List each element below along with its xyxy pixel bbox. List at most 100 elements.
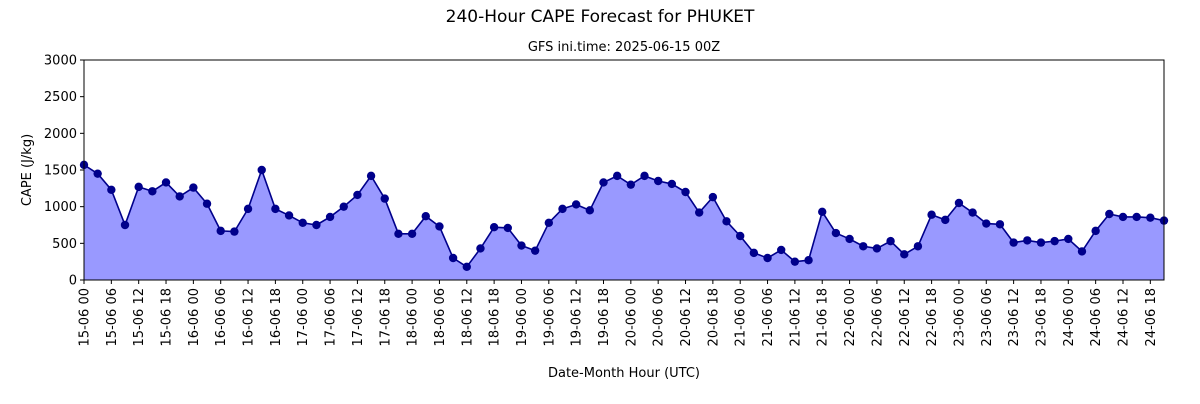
cape-data-point: [394, 229, 403, 238]
cape-data-point: [243, 204, 253, 214]
cape-data-point: [1050, 236, 1059, 246]
x-tick-label: 15-06 00: [78, 288, 93, 346]
cape-data-point: [435, 222, 444, 231]
cape-data-point: [1064, 234, 1073, 244]
x-axis-label: Date-Month Hour (UTC): [548, 366, 700, 381]
cape-data-point: [1091, 226, 1100, 236]
cape-data-point: [995, 220, 1005, 229]
cape-data-point: [818, 207, 827, 216]
cape-data-point: [1077, 247, 1087, 256]
x-tick-label: 16-06 12: [242, 288, 257, 346]
cape-data-point: [886, 236, 895, 246]
cape-data-point: [120, 220, 130, 230]
cape-data-point: [900, 250, 909, 259]
x-tick-label: 15-06 06: [105, 288, 120, 346]
x-tick-label: 20-06 18: [706, 288, 721, 346]
x-tick-label: 17-06 12: [351, 288, 366, 346]
x-tick-label: 23-06 06: [980, 288, 995, 346]
x-tick-label: 23-06 18: [1034, 288, 1049, 346]
x-tick-label: 21-06 12: [788, 288, 803, 346]
cape-data-point: [476, 244, 485, 253]
plot-area: [79, 59, 1169, 281]
cape-data-point: [763, 253, 772, 263]
cape-data-point: [230, 227, 239, 236]
y-tick-label: 1500: [44, 164, 77, 179]
cape-data-point: [366, 171, 376, 181]
cape-data-point: [93, 169, 102, 178]
y-tick-label: 1000: [44, 200, 77, 215]
cape-data-point: [517, 241, 526, 250]
x-tick-label: 17-06 18: [378, 288, 393, 346]
y-axis-label: CAPE (J/kg): [20, 134, 35, 206]
cape-data-point: [653, 176, 663, 186]
x-tick-label: 19-06 18: [597, 288, 612, 346]
cape-data-point: [107, 185, 116, 194]
x-tick-label: 24-06 12: [1116, 288, 1131, 346]
cape-data-point: [954, 198, 964, 208]
cape-data-point: [339, 202, 348, 211]
cape-data-point: [968, 208, 977, 217]
cape-data-point: [298, 218, 307, 227]
y-tick-label: 2500: [44, 90, 77, 105]
cape-data-point: [1118, 212, 1128, 222]
x-tick-label: 18-06 18: [488, 288, 503, 346]
cape-data-point: [1132, 212, 1141, 222]
x-tick-label: 24-06 06: [1089, 288, 1104, 346]
cape-data-point: [626, 180, 636, 189]
cape-data-point: [1009, 238, 1018, 247]
cape-data-point: [407, 229, 417, 238]
chart-title: 240-Hour CAPE Forecast for PHUKET: [446, 7, 755, 27]
cape-data-point: [489, 223, 499, 232]
x-tick-label: 16-06 00: [187, 288, 202, 346]
cape-data-point: [749, 248, 759, 258]
cape-data-point: [982, 219, 991, 228]
cape-data-point: [503, 223, 512, 233]
cape-data-point: [175, 192, 184, 201]
cape-data-point: [722, 217, 731, 226]
cape-data-point: [353, 190, 362, 200]
x-tick-label: 22-06 06: [870, 288, 885, 346]
cape-data-point: [161, 178, 171, 187]
y-tick-label: 3000: [44, 54, 77, 69]
cape-data-point: [325, 212, 335, 222]
x-tick-label: 17-06 06: [324, 288, 339, 346]
cape-data-point: [845, 234, 854, 244]
cape-data-point: [599, 178, 608, 187]
cape-data-point: [271, 204, 280, 214]
cape-data-point: [681, 187, 690, 197]
cape-data-point: [462, 262, 471, 271]
x-tick-label: 20-06 12: [679, 288, 694, 346]
x-tick-label: 20-06 06: [652, 288, 667, 346]
x-tick-label: 24-06 18: [1144, 288, 1159, 346]
x-tick-label: 19-06 06: [542, 288, 557, 346]
x-tick-label: 22-06 12: [898, 288, 913, 346]
chart-subtitle: GFS ini.time: 2025-06-15 00Z: [528, 40, 720, 55]
x-tick-label: 21-06 18: [816, 288, 831, 346]
cape-data-point: [202, 199, 212, 208]
cape-data-point: [544, 218, 554, 227]
cape-data-point: [736, 231, 745, 241]
cape-data-point: [421, 212, 430, 221]
cape-area-fill: [84, 164, 1164, 280]
x-tick-label: 23-06 12: [1007, 288, 1022, 346]
x-tick-label: 19-06 12: [570, 288, 585, 346]
cape-data-point: [612, 171, 622, 181]
cape-data-point: [708, 192, 718, 202]
x-tick-label: 18-06 06: [433, 288, 448, 346]
cape-data-point: [148, 187, 157, 196]
cape-data-point: [941, 215, 950, 225]
cape-data-point: [1036, 238, 1046, 247]
cape-data-point: [1146, 213, 1155, 222]
cape-data-point: [380, 194, 389, 203]
cape-data-point: [1105, 209, 1114, 219]
cape-data-point: [571, 200, 581, 209]
cape-data-point: [913, 242, 923, 251]
cape-data-point: [831, 228, 841, 238]
x-tick-label: 18-06 12: [460, 288, 475, 346]
cape-data-point: [640, 171, 649, 181]
x-tick-label: 16-06 06: [214, 288, 229, 346]
y-tick-label: 0: [69, 274, 77, 289]
cape-data-point: [134, 182, 143, 192]
